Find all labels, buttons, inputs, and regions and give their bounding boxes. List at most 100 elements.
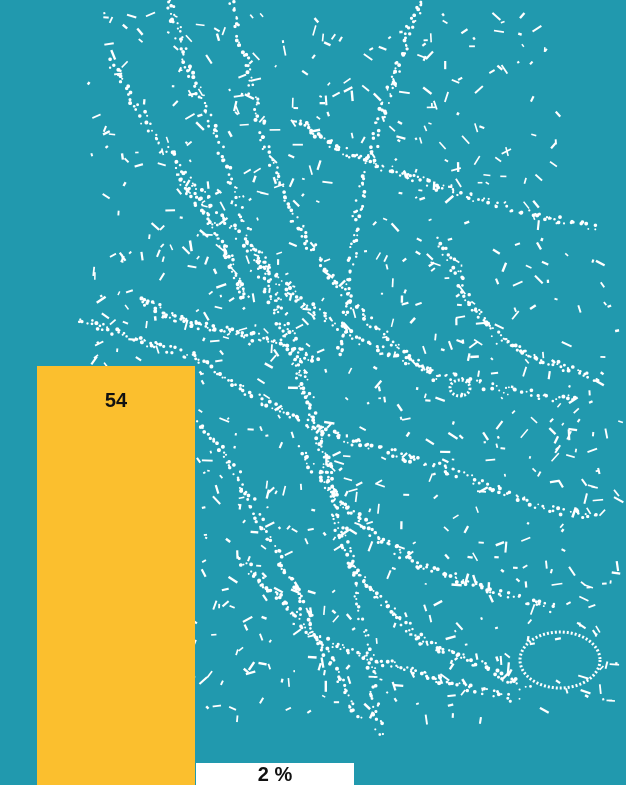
map-fragment [290,588,300,594]
road-map-background [77,0,624,736]
map-fragment [363,250,368,253]
map-fragment [580,689,591,695]
map-fragment [401,452,408,459]
map-fragment [234,111,239,116]
map-dot [354,199,358,202]
map-dot [230,270,234,273]
map-dot [377,535,380,539]
map-dot [309,248,313,252]
map-dot [486,667,490,672]
map-dot [253,108,257,111]
map-fragment [600,281,605,288]
map-fragment [456,339,463,344]
map-dot [376,128,381,133]
map-dot [206,432,210,436]
map-fragment [237,503,241,507]
map-dot [342,506,345,509]
map-fragment [461,135,470,145]
map-dot [232,473,235,476]
map-dot [299,122,302,126]
map-fragment [466,353,471,362]
map-dot [235,333,238,336]
map-fragment [547,216,553,220]
map-dot [379,594,383,598]
map-dot [349,294,353,298]
map-fragment [463,220,470,225]
map-dot [408,174,412,178]
map-dot [227,173,231,176]
map-dot [356,714,360,719]
map-dot [345,154,349,158]
map-fragment [278,181,282,185]
map-fragment [441,458,449,464]
map-fragment [202,471,206,475]
map-dot [387,542,391,546]
map-dot [531,598,536,603]
map-fragment [195,23,205,27]
map-dot [354,581,358,586]
map-dot [381,164,384,167]
map-dot [307,633,310,636]
map-dot [285,343,290,348]
map-fragment [494,556,499,559]
map-dot [194,187,198,191]
map-dot [179,183,182,186]
map-dot [404,36,407,40]
map-dot [399,623,403,627]
map-dot [518,345,522,349]
map-dot [391,610,394,613]
map-fragment [527,618,533,625]
map-fragment [526,635,530,642]
map-fragment [444,91,449,103]
map-fragment [245,670,256,676]
map-dot [436,236,439,240]
map-dot [299,296,303,300]
map-fragment [328,316,333,321]
map-fragment [204,256,210,265]
map-dot [317,424,321,428]
map-fragment [433,599,443,607]
map-dot [278,322,282,326]
map-fragment [429,33,432,43]
map-fragment [212,268,218,275]
map-fragment [109,252,117,258]
map-fragment [495,443,499,449]
map-dot [217,140,221,144]
map-dot [454,580,459,584]
map-fragment [500,396,504,400]
map-dot [339,500,343,504]
map-fragment [305,342,311,348]
map-dot [237,290,241,294]
map-dot [347,287,351,291]
map-dot [242,292,246,296]
map-dot [270,340,273,343]
map-dot [451,651,454,654]
map-dot [227,379,230,382]
map-dot [293,614,297,618]
map-dot [153,309,158,314]
map-dot [250,570,253,573]
map-fragment [568,566,576,577]
map-fragment [310,128,321,133]
map-fragment [176,173,180,176]
map-dot [226,180,230,184]
map-dot [283,570,286,572]
map-dot [286,202,291,206]
map-dot [291,413,296,417]
map-fragment [301,193,305,197]
map-dot [306,394,309,397]
map-fragment [316,160,322,171]
map-dot [143,303,146,307]
map-dot [193,353,197,358]
map-dot [473,308,477,312]
map-dot [298,385,301,388]
map-dot [264,256,267,259]
map-lake-outline [518,630,602,690]
map-fragment [393,697,398,703]
map-fragment [299,483,303,491]
map-fragment [212,495,221,505]
map-dot [416,7,421,12]
map-dot [293,332,296,335]
map-dot [238,277,241,280]
map-fragment [295,323,304,330]
